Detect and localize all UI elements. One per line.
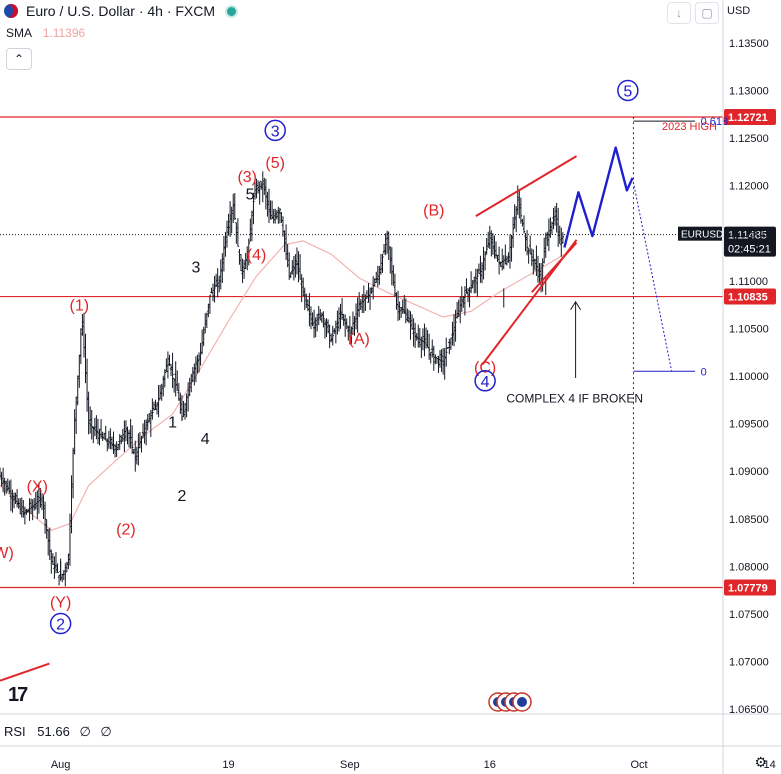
fib-label-hi: 0.618 — [701, 116, 729, 128]
sma-legend[interactable]: SMA 1.11396 — [6, 26, 85, 40]
y-tick-label: 1.13000 — [729, 85, 769, 97]
wave-label: (B) — [423, 202, 444, 219]
fib-label-lo: 0 — [701, 366, 707, 378]
sma-label: SMA — [6, 26, 32, 40]
chart-header: Euro / U.S. Dollar · 4h · FXCM — [0, 0, 239, 22]
chart-toolbar: ↓ ▢ — [667, 2, 719, 24]
last-price-value: 1.11485 — [728, 230, 767, 242]
wave-label: 3 — [191, 260, 200, 277]
wave-label: 5 — [623, 83, 632, 100]
price-tag-label: 1.10835 — [728, 292, 768, 304]
currency-label: USD — [727, 5, 751, 17]
rsi-legend[interactable]: RSI 51.66 ∅ ∅ — [4, 724, 112, 740]
wave-label-circle — [474, 370, 496, 392]
last-price-tag — [724, 226, 776, 257]
y-tick-label: 1.08500 — [729, 514, 769, 526]
trendline — [0, 662, 50, 682]
flag-dot-icon — [517, 697, 527, 707]
wave-label-circle — [264, 119, 286, 142]
y-tick-label: 1.10500 — [729, 323, 769, 335]
chevron-up-icon[interactable]: ⌃ — [6, 48, 32, 70]
y-tick-label: 1.11500 — [729, 228, 768, 240]
wave-label: (4) — [247, 247, 267, 264]
wave-label: (5) — [265, 155, 285, 172]
arrow-down-icon[interactable]: ↓ — [667, 2, 691, 24]
y-tick-label: 1.08000 — [729, 561, 769, 573]
countdown-label: 02:45:21 — [728, 244, 771, 256]
y-tick-label: 1.07000 — [729, 657, 769, 669]
x-tick-label: Oct — [630, 759, 647, 771]
symbol-tag — [678, 226, 722, 241]
wave-label: (W) — [0, 545, 14, 562]
wave-label: 4 — [481, 374, 490, 391]
wave-label: 4 — [201, 431, 210, 448]
y-tick-label: 1.09500 — [729, 419, 769, 431]
tradingview-logo[interactable]: 17 — [8, 684, 28, 706]
rsi-label: RSI — [4, 724, 26, 739]
wave-label: (2) — [116, 521, 136, 538]
wave-label: 2 — [56, 617, 65, 634]
price-tag — [724, 109, 776, 126]
rsi-value: 51.66 — [37, 724, 70, 739]
price-tag — [724, 288, 776, 305]
symbol-title[interactable]: Euro / U.S. Dollar · 4h · FXCM — [26, 3, 216, 19]
x-tick-label: Aug — [51, 759, 71, 771]
wave-label: 5 — [246, 186, 255, 203]
x-tick-label: 16 — [484, 759, 496, 771]
arrow-head — [570, 300, 582, 311]
sma-value: 1.11396 — [42, 26, 86, 40]
level-annotation: 2023 HIGH — [662, 121, 717, 133]
trendline — [475, 155, 578, 217]
trendline — [531, 242, 578, 293]
wave-label: 1 — [168, 415, 177, 432]
complex-4-note: COMPLEX 4 IF BROKEN — [506, 392, 643, 406]
y-tick-label: 1.06500 — [729, 704, 769, 716]
wave-label: (Y) — [50, 595, 71, 612]
rsi-ext1: ∅ — [79, 724, 91, 739]
wave-label-circle — [617, 79, 639, 102]
x-tick-label: 14 — [764, 759, 776, 771]
rsi-ext2: ∅ — [100, 724, 112, 739]
y-tick-label: 1.11000 — [729, 276, 768, 288]
wave-label: (A) — [349, 331, 370, 348]
price-tag-label: 1.12721 — [728, 112, 768, 124]
gear-icon[interactable]: ⚙ — [754, 754, 767, 770]
currency-selector[interactable]: USD — [723, 0, 775, 22]
y-tick-label: 1.13500 — [729, 38, 769, 50]
wave-label: 3 — [271, 123, 280, 140]
y-tick-label: 1.07500 — [729, 609, 769, 621]
y-tick-label: 1.12500 — [729, 133, 769, 145]
wave-label: 2 — [177, 488, 186, 505]
y-tick-label: 1.12000 — [729, 181, 769, 193]
symbol-tag-label: EURUSD — [681, 230, 723, 241]
wave-label: (1) — [70, 298, 90, 315]
wave-projection — [563, 146, 634, 248]
wave-label-circle — [49, 612, 72, 635]
x-tick-label: 19 — [222, 759, 234, 771]
y-tick-label: 1.09000 — [729, 466, 769, 478]
y-tick-label: 1.10000 — [729, 371, 769, 383]
price-tag-label: 1.07779 — [728, 582, 768, 594]
market-status-icon — [225, 4, 239, 18]
projection-down-line — [632, 177, 673, 372]
euro-flag-icon — [4, 4, 18, 18]
price-tag — [724, 579, 776, 596]
wave-label: (3) — [237, 169, 257, 186]
x-tick-label: Sep — [340, 759, 360, 771]
wave-label: (X) — [27, 479, 48, 496]
expand-icon[interactable]: ▢ — [695, 2, 719, 24]
